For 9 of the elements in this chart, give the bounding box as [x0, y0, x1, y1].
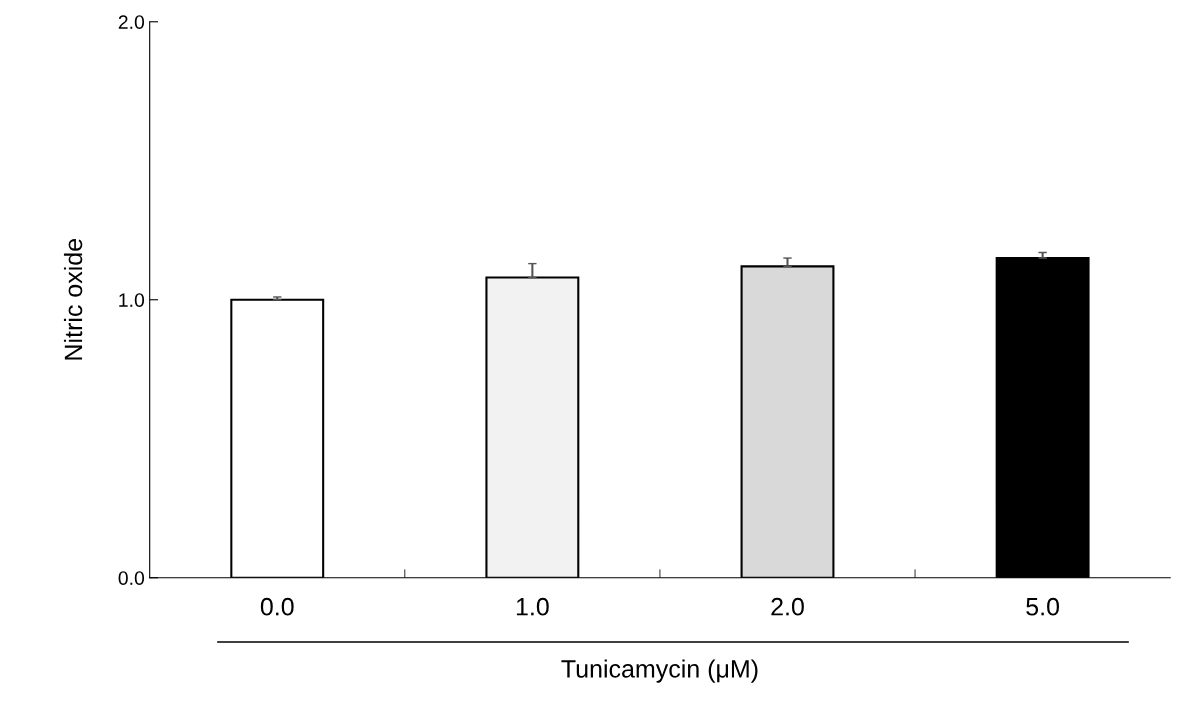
- y-tick-label: 2.0: [118, 15, 145, 29]
- x-tick-label: 1.0: [516, 597, 549, 616]
- y-tick-label: 1.0: [119, 293, 145, 307]
- x-tick-label: 2.0: [771, 597, 804, 616]
- x-tick-label: 5.0: [1026, 597, 1060, 616]
- x-axis-title: Tunicamycin (μM): [561, 659, 758, 683]
- y-tick-label: 0.0: [118, 571, 145, 585]
- y-axis-title: Nitric oxide: [63, 239, 83, 360]
- x-tick-label: 0.0: [260, 597, 294, 616]
